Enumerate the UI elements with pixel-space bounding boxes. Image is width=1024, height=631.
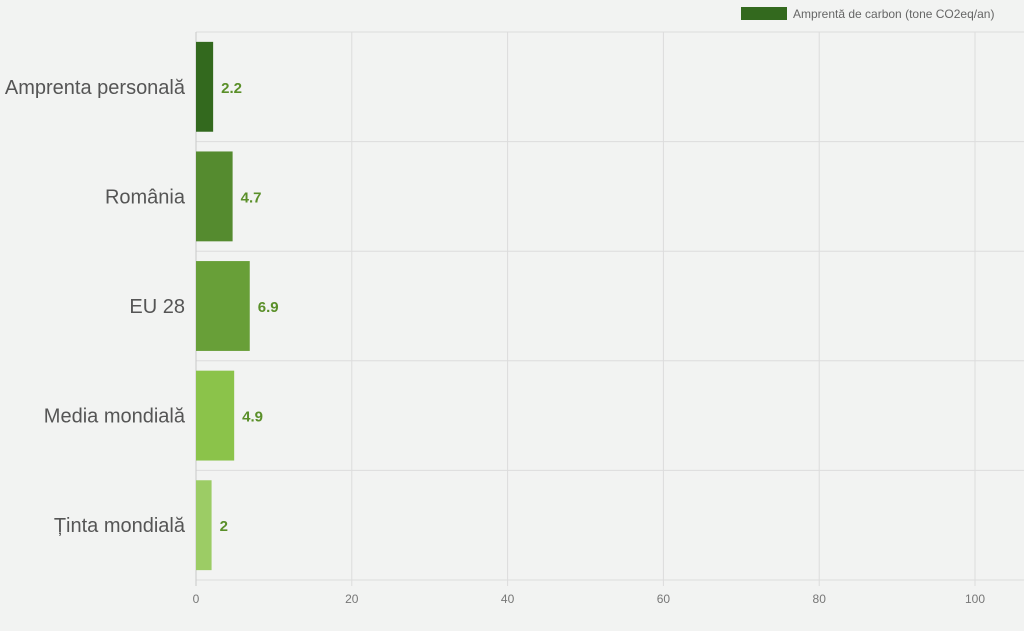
x-tick-label: 0: [193, 592, 200, 606]
x-tick-label: 60: [657, 592, 671, 606]
x-tick-labels: 0 20 40 60 80 100: [193, 592, 986, 606]
category-labels: Amprenta personală România EU 28 Media mond…: [5, 77, 186, 537]
bar[interactable]: [196, 151, 233, 242]
legend-swatch[interactable]: [741, 7, 787, 20]
bar[interactable]: [196, 41, 214, 132]
data-label: 6.9: [258, 299, 279, 316]
data-label: 4.7: [241, 189, 262, 206]
data-label: 4.9: [242, 409, 263, 426]
data-label: 2: [220, 518, 228, 535]
bar[interactable]: [196, 261, 250, 351]
category-label: Amprenta personală: [5, 77, 186, 99]
category-label: Media mondială: [44, 406, 186, 428]
data-label: 2.2: [221, 80, 242, 97]
bars: [196, 41, 250, 571]
x-tick-label: 80: [813, 592, 827, 606]
x-tick-label: 20: [345, 592, 359, 606]
data-labels: 2.2 4.7 6.9 4.9 2: [220, 80, 279, 535]
category-label: Ținta mondială: [54, 515, 186, 537]
x-tick-label: 40: [501, 592, 515, 606]
grid-lines: [195, 31, 1024, 586]
category-label: EU 28: [129, 296, 185, 318]
bar[interactable]: [196, 480, 212, 571]
bar[interactable]: [196, 370, 235, 461]
legend-label[interactable]: Amprentă de carbon (tone CO2eq/an): [793, 7, 994, 21]
x-tick-label: 100: [965, 592, 985, 606]
legend[interactable]: Amprentă de carbon (tone CO2eq/an): [741, 7, 994, 21]
category-label: România: [105, 186, 186, 208]
